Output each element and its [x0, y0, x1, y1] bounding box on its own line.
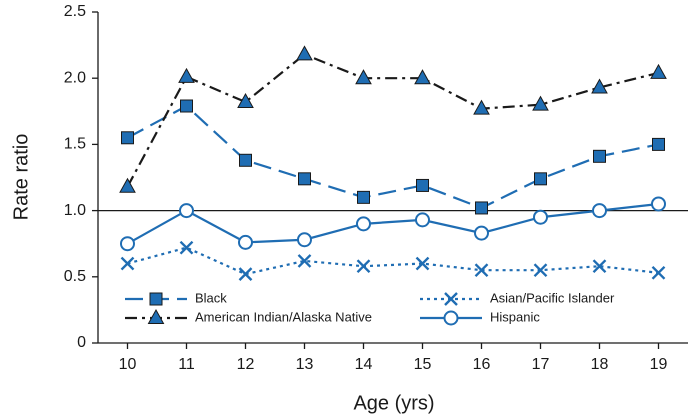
series-line: [126, 202, 659, 245]
y-tick-label: 2.5: [64, 3, 86, 20]
x-tick-label: 14: [355, 356, 373, 373]
point: [120, 236, 135, 252]
x-axis-title: Age (yrs): [353, 392, 434, 414]
x-tick-label: 15: [414, 356, 432, 373]
legend-marker: [443, 310, 459, 326]
point: [178, 67, 195, 83]
point: [650, 63, 667, 79]
x-tick-label: 12: [237, 356, 255, 373]
point: [237, 93, 254, 109]
point: [474, 225, 489, 241]
x-tick-label: 10: [119, 356, 137, 373]
point: [239, 153, 252, 167]
x-tick-label: 16: [473, 356, 491, 373]
legend-marker: [147, 308, 165, 324]
y-tick-label: 1.0: [64, 202, 86, 219]
y-tick-label: 0.5: [64, 268, 86, 285]
y-tick-label: 0: [77, 334, 86, 351]
x-tick-label: 19: [650, 356, 668, 373]
point: [651, 196, 666, 212]
point: [533, 209, 548, 225]
point: [356, 216, 371, 232]
legend-label: Asian/Pacific Islander: [490, 290, 615, 305]
point: [355, 69, 372, 85]
point: [119, 177, 136, 193]
point: [179, 240, 194, 255]
point: [415, 256, 430, 271]
series-line: [127, 246, 659, 276]
point: [652, 137, 665, 151]
legend-label: American Indian/Alaska Native: [195, 309, 372, 324]
point: [473, 99, 490, 115]
point: [651, 265, 666, 280]
point: [416, 178, 429, 192]
point: [415, 212, 430, 228]
point: [593, 149, 606, 163]
point: [297, 232, 312, 248]
point: [532, 95, 549, 111]
point: [591, 78, 608, 94]
series-line: [126, 104, 659, 210]
series-line: [126, 53, 659, 188]
point: [356, 259, 371, 274]
legend-label: Hispanic: [490, 309, 540, 324]
x-tick-label: 18: [591, 356, 609, 373]
point: [414, 69, 431, 85]
y-tick-label: 1.5: [64, 136, 86, 153]
legend-marker: [149, 292, 163, 306]
y-axis-title: Rate ratio: [10, 134, 32, 221]
point: [475, 201, 488, 215]
point: [238, 267, 253, 282]
point: [180, 99, 193, 113]
point: [120, 256, 135, 271]
point: [238, 234, 253, 250]
point: [297, 254, 312, 268]
point: [298, 172, 311, 186]
point: [296, 45, 313, 61]
point: [534, 172, 547, 186]
point: [474, 263, 489, 278]
point: [592, 203, 607, 219]
x-tick-label: 13: [296, 356, 314, 373]
legend-label: Black: [195, 290, 227, 305]
y-tick-label: 2.0: [64, 69, 86, 86]
point: [179, 203, 194, 219]
point: [121, 131, 134, 145]
point: [357, 190, 370, 204]
point: [533, 263, 548, 278]
point: [592, 259, 607, 274]
x-tick-label: 11: [178, 356, 195, 373]
x-tick-label: 17: [532, 356, 550, 373]
legend-marker: [444, 292, 458, 306]
